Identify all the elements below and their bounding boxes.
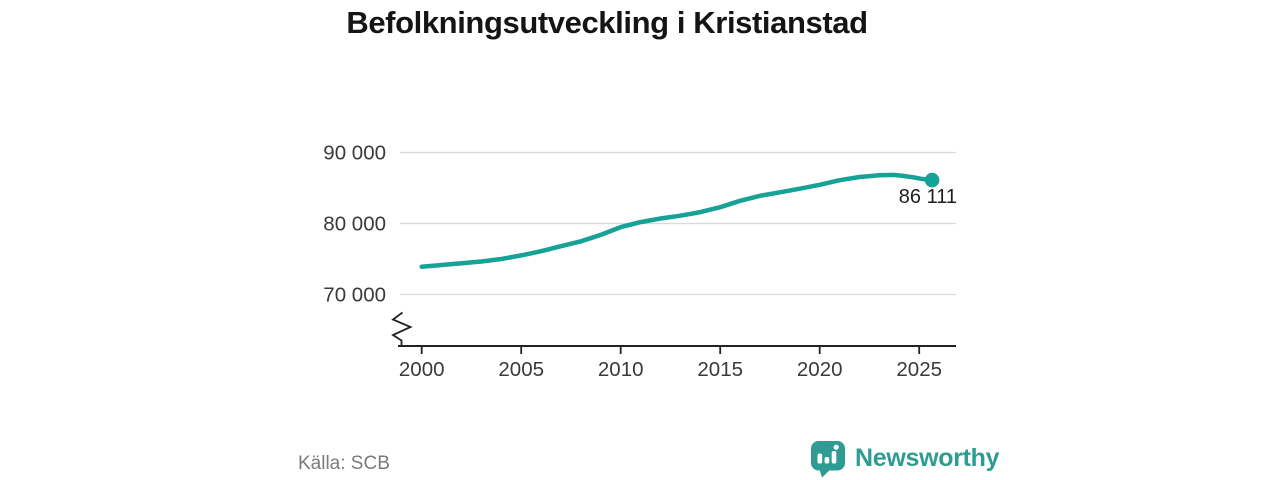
x-tick-label-2010: 2010 (598, 358, 644, 381)
newsworthy-logo[interactable]: Newsworthy (810, 440, 1000, 478)
x-tick-label-2025: 2025 (896, 358, 942, 381)
latest-value-dot (924, 172, 940, 188)
latest-value-label: 86 111 (899, 186, 957, 208)
y-tick-label-80000: 80 000 (323, 213, 386, 236)
x-axis-ticks (420, 347, 921, 354)
page-title: Befolkningsutveckling i Kristianstad (346, 5, 868, 40)
x-tick-label-2000: 2000 (399, 358, 445, 381)
source-caption: Källa: SCB (298, 453, 390, 474)
newsworthy-icon (811, 441, 845, 478)
x-tick-label-2020: 2020 (797, 358, 843, 381)
y-tick-label-70000: 70 000 (323, 284, 386, 307)
population-line-series (419, 172, 935, 270)
y-axis-break-zigzag-icon (391, 311, 413, 346)
newsworthy-wordmark: Newsworthy (855, 444, 1000, 472)
x-tick-label-2005: 2005 (498, 358, 544, 381)
gridlines (400, 151, 956, 296)
x-tick-label-2015: 2015 (697, 358, 743, 381)
y-tick-label-90000: 90 000 (323, 142, 386, 165)
